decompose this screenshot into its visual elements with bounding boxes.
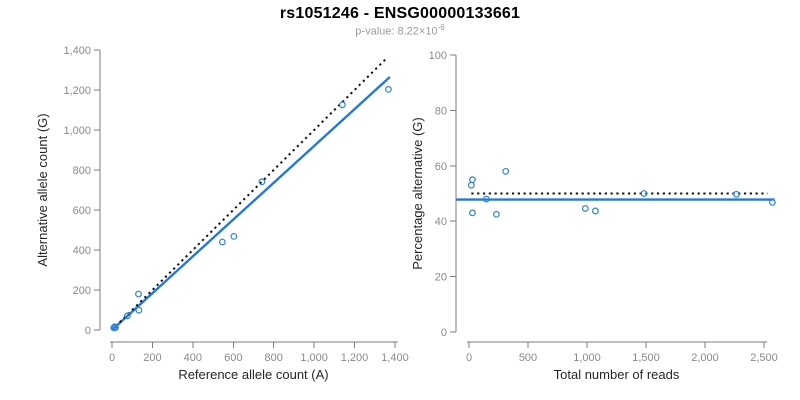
right-data-point <box>591 207 599 215</box>
left-data-point <box>258 178 266 186</box>
left-x-tick-label: 1,400 <box>381 352 409 364</box>
right-data-point <box>469 209 476 217</box>
pvalue-text: p-value: 8.22×10 <box>355 25 438 38</box>
right-y-tick-label: 100 <box>429 50 447 62</box>
left-y-tick-label: 1,400 <box>63 45 91 57</box>
right-y-tick-label: 40 <box>435 216 447 228</box>
left-x-tick-label: 200 <box>143 352 161 364</box>
left-y-tick-label: 800 <box>73 165 91 177</box>
left-y-axis-label: Alternative allele count (G) <box>35 113 50 266</box>
left-fitted-line <box>111 76 391 331</box>
right-data-point <box>482 195 490 203</box>
right-data-point <box>492 210 500 218</box>
right-x-tick-label: 1,000 <box>573 352 601 364</box>
right-x-tick-label: 1,500 <box>632 352 660 364</box>
left-x-tick-label: 800 <box>265 352 283 364</box>
right-y-tick-label: 20 <box>435 272 447 284</box>
left-data-point <box>135 306 143 314</box>
left-x-tick-label: 0 <box>109 352 115 364</box>
right-data-point <box>640 190 648 197</box>
right-data-point <box>469 176 476 184</box>
left-data-point <box>218 238 226 246</box>
left-y-tick-label: 200 <box>73 285 91 297</box>
left-y-tick-label: 400 <box>73 245 91 257</box>
left-data-point <box>112 324 119 332</box>
right-x-tick-label: 500 <box>519 352 537 364</box>
right-data-point <box>581 205 589 212</box>
left-x-tick-label: 1,200 <box>341 352 369 364</box>
pvalue-exponent: -6 <box>437 23 445 32</box>
right-y-tick-label: 60 <box>435 161 447 173</box>
left-y-tick-label: 1,000 <box>63 125 91 137</box>
right-data-point <box>732 190 740 198</box>
right-x-tick-label: 0 <box>466 352 472 364</box>
right-data-point <box>502 167 510 175</box>
left-identity-line <box>114 56 388 328</box>
chart-title: rs1051246 - ENSG00000133661 <box>279 5 521 22</box>
right-y-tick-label: 0 <box>441 327 447 339</box>
left-y-tick-label: 600 <box>73 205 91 217</box>
left-x-axis-label: Reference allele count (A) <box>178 367 328 382</box>
left-x-tick-label: 600 <box>224 352 242 364</box>
chart-subtitle: p-value: 8.22×10-6 <box>0 23 800 38</box>
left-data-point <box>338 101 346 109</box>
left-data-point <box>123 312 131 320</box>
right-x-tick-label: 2,000 <box>691 352 719 364</box>
left-data-point <box>385 85 392 93</box>
left-y-tick-label: 0 <box>85 325 91 337</box>
left-x-tick-label: 400 <box>184 352 202 364</box>
right-data-point <box>467 181 475 189</box>
left-y-tick-label: 1,200 <box>63 85 91 97</box>
left-data-point <box>135 290 142 298</box>
right-y-tick-label: 80 <box>435 105 447 117</box>
left-x-tick-label: 1,000 <box>300 352 328 364</box>
right-x-axis-label: Total number of reads <box>554 367 680 382</box>
right-y-axis-label: Percentage alternative (G) <box>410 117 425 269</box>
right-data-point <box>768 198 776 206</box>
left-data-point <box>111 323 119 331</box>
right-x-tick-label: 2,500 <box>750 352 778 364</box>
left-data-point <box>230 232 238 240</box>
